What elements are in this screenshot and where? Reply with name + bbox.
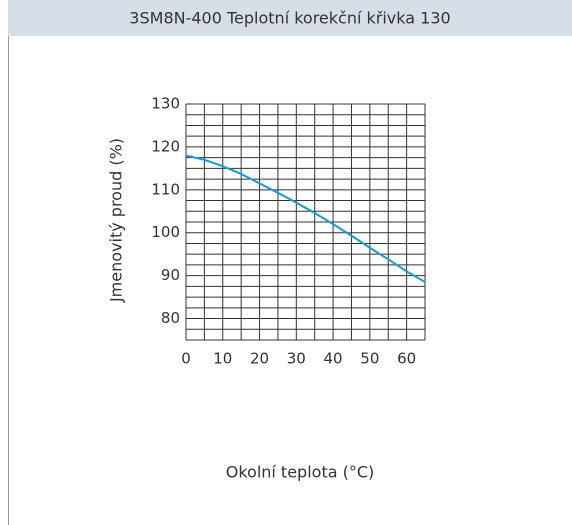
- y-tick-label: 100: [151, 223, 180, 241]
- y-tick-label: 110: [151, 180, 180, 198]
- header-bar: [8, 0, 572, 36]
- x-tick-label: 60: [397, 350, 416, 368]
- y-tick-label: 120: [151, 137, 180, 155]
- x-tick-label: 50: [360, 350, 379, 368]
- x-tick-label: 0: [181, 350, 191, 368]
- y-axis-label: Jmenovitý proud (%): [107, 138, 126, 303]
- x-tick-label: 10: [213, 350, 232, 368]
- chart-title: 3SM8N-400 Teplotní korekční křivka 130: [129, 9, 450, 28]
- y-tick-label: 90: [161, 266, 180, 284]
- x-tick-label: 40: [324, 350, 343, 368]
- y-tick-label: 130: [151, 95, 180, 113]
- x-axis-label: Okolní teplota (°C): [226, 463, 375, 482]
- y-tick-label: 80: [161, 309, 180, 327]
- data-line: [185, 154, 426, 283]
- x-tick-label: 30: [287, 350, 306, 368]
- x-tick-label: 20: [250, 350, 269, 368]
